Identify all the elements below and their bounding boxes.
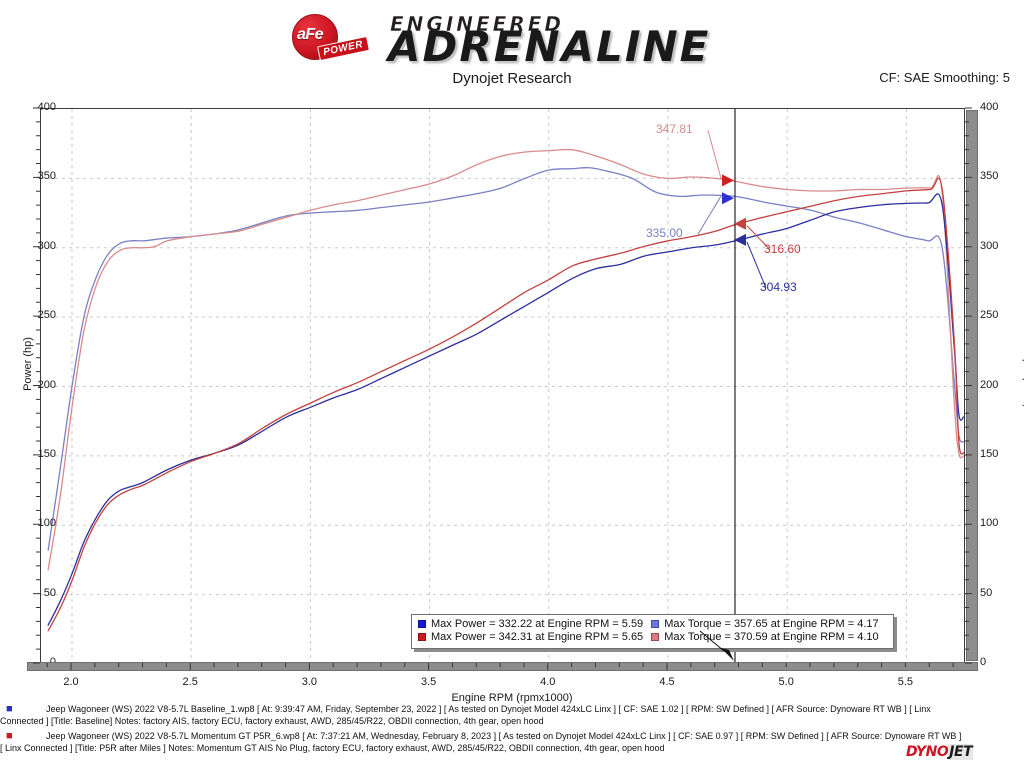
right-scroll-band[interactable] bbox=[966, 110, 978, 661]
y-axis-tick-right: 0 bbox=[980, 656, 987, 668]
footnote-baseline-line2: Connected ] [Title: Baseline] Notes: fac… bbox=[0, 715, 544, 726]
x-axis-tick: 5.0 bbox=[778, 676, 794, 688]
legend-cell-power-2: Max Power = 342.31 at Engine RPM = 5.65 bbox=[418, 631, 651, 644]
plot-frame bbox=[40, 108, 966, 664]
y-axis-tick-left: 50 bbox=[43, 586, 56, 599]
footnote-bullet-icon: ■ bbox=[6, 730, 13, 742]
legend-text-torque-baseline: Max Torque = 357.65 at Engine RPM = 4.17 bbox=[664, 618, 879, 630]
dynojet-watermark-jet: JET bbox=[948, 744, 974, 760]
footnote-p5r-line1: Jeep Wagoneer (WS) 2022 V8-5.7L Momentum… bbox=[46, 731, 962, 741]
legend-table: Max Power = 332.22 at Engine RPM = 5.59 … bbox=[418, 618, 887, 644]
y-axis-tick-right: 400 bbox=[980, 101, 999, 113]
legend-row: Max Power = 342.31 at Engine RPM = 5.65 … bbox=[418, 631, 887, 644]
y-axis-tick-left: 100 bbox=[37, 517, 56, 530]
footnote-baseline: ■ Jeep Wagoneer (WS) 2022 V8-5.7L Baseli… bbox=[0, 704, 1024, 727]
cursor-value-torque-red: 347.81 bbox=[655, 122, 693, 137]
adrenaline-wordmark: ADRENALINE bbox=[388, 22, 711, 71]
legend-text-power-baseline: Max Power = 332.22 at Engine RPM = 5.59 bbox=[431, 618, 644, 630]
y-axis-tick-left: 150 bbox=[37, 447, 56, 460]
afe-circle-shape bbox=[292, 14, 338, 60]
x-axis-tick: 2.5 bbox=[182, 676, 198, 688]
engineered-wordmark: ENGINEERED bbox=[390, 12, 564, 36]
y-axis-tick-left: 200 bbox=[37, 378, 56, 391]
y-axis-tick-left: 350 bbox=[37, 170, 56, 183]
cursor-value-power-red: 316.60 bbox=[763, 241, 801, 256]
cursor-value-power-blue: 304.93 bbox=[759, 279, 797, 294]
footnote-baseline-line1: Jeep Wagoneer (WS) 2022 V8-5.7L Baseline… bbox=[46, 704, 931, 714]
page-header: aFe POWER ENGINEERED ADRENALINE Dynojet … bbox=[0, 0, 1024, 96]
footnotes: ■ Jeep Wagoneer (WS) 2022 V8-5.7L Baseli… bbox=[0, 704, 1024, 768]
x-axis-tick: 3.0 bbox=[301, 676, 318, 688]
chart-curves bbox=[47, 109, 965, 664]
legend-cell-torque-2: Max Torque = 370.59 at Engine RPM = 4.10 bbox=[651, 631, 886, 644]
y-axis-tick-right: 300 bbox=[980, 239, 999, 252]
y-axis-tick-left: 300 bbox=[37, 239, 56, 252]
footnote-p5r: ■ Jeep Wagoneer (WS) 2022 V8-5.7L Moment… bbox=[0, 731, 1024, 754]
afe-logo-text: aFe bbox=[297, 26, 324, 43]
legend-row: Max Power = 332.22 at Engine RPM = 5.59 … bbox=[418, 618, 887, 631]
legend-text-power-p5r: Max Power = 342.31 at Engine RPM = 5.65 bbox=[431, 631, 644, 643]
legend-text-torque-p5r: Max Torque = 370.59 at Engine RPM = 4.10 bbox=[664, 631, 879, 643]
chart-legend: Max Power = 332.22 at Engine RPM = 5.59 … bbox=[411, 614, 894, 649]
footnote-p5r-line2: [ Linx Connected ] [Title: P5R after Mil… bbox=[0, 742, 665, 753]
legend-cell-power-1: Max Power = 332.22 at Engine RPM = 5.59 bbox=[418, 618, 651, 631]
y-axis-tick-right: 250 bbox=[980, 309, 999, 322]
legend-swatch-power-baseline bbox=[418, 620, 426, 629]
y-axis-tick-left: 250 bbox=[37, 309, 56, 322]
legend-swatch-power-p5r bbox=[418, 633, 426, 642]
bottom-scroll-band[interactable] bbox=[27, 662, 978, 671]
x-axis-tick: 2.0 bbox=[63, 676, 79, 688]
afe-badge-icon: aFe POWER bbox=[288, 14, 380, 62]
y-axis-tick-right: 350 bbox=[980, 170, 999, 183]
afe-power-logo: aFe POWER ENGINEERED ADRENALINE bbox=[288, 12, 728, 68]
x-axis-tick: 5.5 bbox=[897, 676, 914, 688]
x-axis-tick: 4.0 bbox=[540, 676, 556, 688]
y-axis-tick-right: 200 bbox=[980, 378, 999, 391]
cursor-value-torque-blue: 335.00 bbox=[645, 226, 683, 241]
y-axis-left-label: Power (hp) bbox=[22, 337, 34, 391]
dynojet-watermark-dyno: DYNO bbox=[906, 744, 949, 760]
footnote-bullet-icon: ■ bbox=[6, 703, 13, 715]
y-axis-tick-right: 100 bbox=[980, 517, 999, 530]
dynojet-watermark: DYNOJET bbox=[906, 744, 974, 760]
y-axis-tick-right: 150 bbox=[980, 447, 999, 460]
legend-swatch-torque-baseline bbox=[651, 620, 660, 629]
legend-swatch-torque-p5r bbox=[651, 633, 660, 642]
y-axis-tick-right: 50 bbox=[980, 586, 993, 599]
legend-cell-torque-1: Max Torque = 357.65 at Engine RPM = 4.17 bbox=[651, 618, 886, 631]
x-axis-label: Engine RPM (rpmx1000) bbox=[451, 692, 573, 704]
chart-area: Power (hp) Torque (ft-lbs) Engine RPM (r… bbox=[0, 96, 1024, 760]
y-axis-tick-left: 400 bbox=[37, 101, 56, 113]
x-axis-tick: 4.5 bbox=[659, 676, 675, 688]
cf-smoothing-label: CF: SAE Smoothing: 5 bbox=[879, 70, 1010, 85]
chart-subtitle: Dynojet Research bbox=[452, 70, 572, 87]
x-axis-tick: 3.5 bbox=[420, 676, 437, 688]
